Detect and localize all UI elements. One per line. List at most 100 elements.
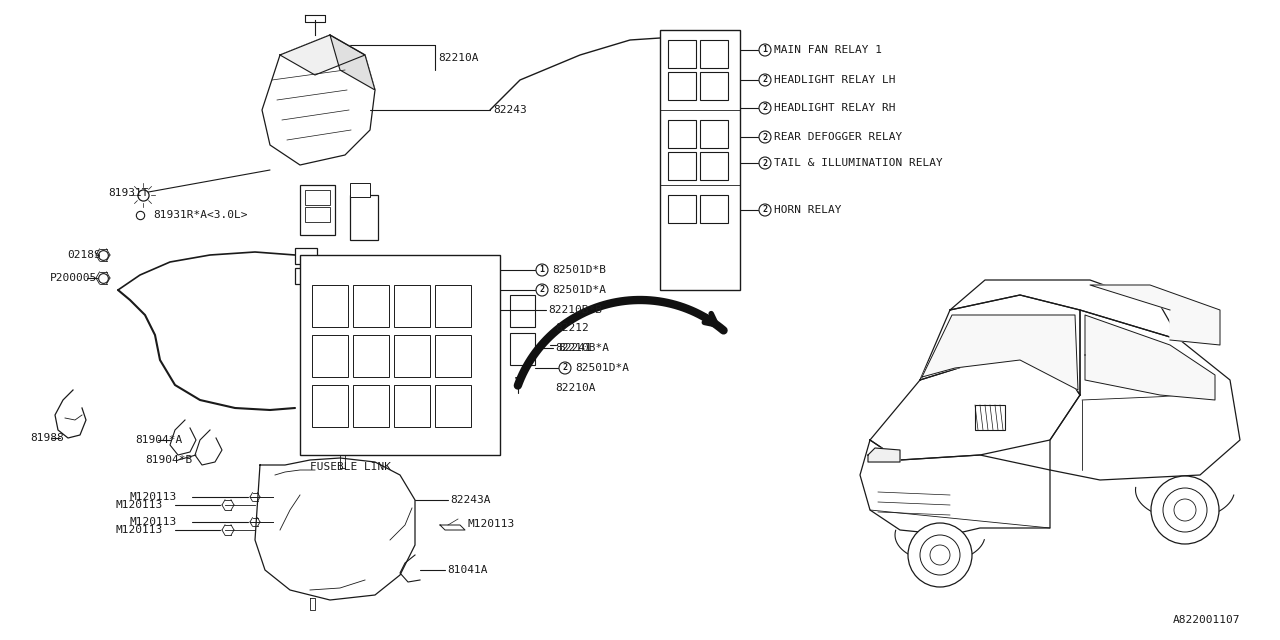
Bar [394,385,430,427]
Text: 81041A: 81041A [447,565,488,575]
Bar [700,152,728,180]
Bar [394,335,430,377]
Bar [312,335,348,377]
Polygon shape [330,35,375,90]
Bar [975,405,1005,430]
Bar [349,195,378,240]
Circle shape [536,264,548,276]
Bar [700,40,728,68]
Bar [394,285,430,327]
Text: 2: 2 [539,285,544,294]
Text: 81931R*A<3.0L>: 81931R*A<3.0L> [154,210,247,220]
Bar [660,30,740,290]
Bar [435,285,471,327]
Bar [509,333,535,365]
Text: M120113: M120113 [131,492,177,502]
Text: 81904*A: 81904*A [134,435,182,445]
Text: 2: 2 [763,104,768,113]
Text: 1: 1 [763,45,768,54]
Circle shape [1174,499,1196,521]
Circle shape [759,74,771,86]
Text: M120113: M120113 [468,519,516,529]
Bar [668,72,696,100]
Text: FUSEBLE LINK: FUSEBLE LINK [310,462,390,472]
Text: 81931T: 81931T [108,188,148,198]
Text: 82210B*B: 82210B*B [548,305,602,315]
Circle shape [931,545,950,565]
Polygon shape [920,295,1080,395]
Text: 82210A: 82210A [438,53,479,63]
Bar [312,285,348,327]
Bar [294,268,317,284]
Circle shape [536,284,548,296]
Bar [509,295,535,327]
Polygon shape [262,35,375,165]
Circle shape [920,535,960,575]
Bar [668,195,696,223]
Text: 82241: 82241 [558,343,591,353]
Circle shape [1151,476,1219,544]
Polygon shape [1091,285,1220,345]
Circle shape [559,362,571,374]
Bar [668,120,696,148]
Bar [435,385,471,427]
Text: 82210A: 82210A [556,383,595,393]
Polygon shape [1085,315,1215,400]
Bar [700,120,728,148]
Text: M120113: M120113 [115,525,163,535]
Text: 82501D*B: 82501D*B [552,265,605,275]
Bar [353,285,389,327]
Circle shape [908,523,972,587]
Bar [700,195,728,223]
Text: 82501D*A: 82501D*A [575,363,628,373]
Polygon shape [860,440,1050,535]
Bar [312,385,348,427]
Text: HEADLIGHT RELAY RH: HEADLIGHT RELAY RH [774,103,896,113]
Bar [300,255,500,455]
Bar [349,183,370,197]
Bar [294,248,317,264]
Text: HEADLIGHT RELAY LH: HEADLIGHT RELAY LH [774,75,896,85]
Text: 81988: 81988 [29,433,64,443]
Text: M120113: M120113 [115,500,163,510]
Polygon shape [922,315,1078,390]
Text: 2: 2 [763,132,768,141]
Bar [305,207,330,222]
Text: 82501D*A: 82501D*A [552,285,605,295]
Text: TAIL & ILLUMINATION RELAY: TAIL & ILLUMINATION RELAY [774,158,943,168]
Text: 2: 2 [763,159,768,168]
Bar [435,335,471,377]
Polygon shape [1050,310,1240,480]
Bar [353,385,389,427]
Bar [305,190,330,205]
Text: 82212: 82212 [556,323,589,333]
Bar [700,72,728,100]
Text: MAIN FAN RELAY 1: MAIN FAN RELAY 1 [774,45,882,55]
Text: 2: 2 [562,364,567,372]
Polygon shape [255,458,415,600]
Text: 0218S: 0218S [67,250,101,260]
Polygon shape [280,35,365,75]
Text: 2: 2 [763,205,768,214]
Bar [668,152,696,180]
Circle shape [759,157,771,169]
Bar [668,40,696,68]
Text: P200005: P200005 [50,273,97,283]
Text: HORN RELAY: HORN RELAY [774,205,841,215]
Polygon shape [868,448,900,462]
Text: M120113: M120113 [131,517,177,527]
Circle shape [759,102,771,114]
Bar [353,335,389,377]
Text: 82243: 82243 [493,105,527,115]
Polygon shape [950,280,1180,340]
Text: A822001107: A822001107 [1172,615,1240,625]
Text: REAR DEFOGGER RELAY: REAR DEFOGGER RELAY [774,132,902,142]
Polygon shape [870,355,1080,460]
Circle shape [759,131,771,143]
Bar [300,185,335,235]
Circle shape [1164,488,1207,532]
Circle shape [759,204,771,216]
Text: 1: 1 [539,266,544,275]
Circle shape [759,44,771,56]
Text: 82243A: 82243A [451,495,490,505]
